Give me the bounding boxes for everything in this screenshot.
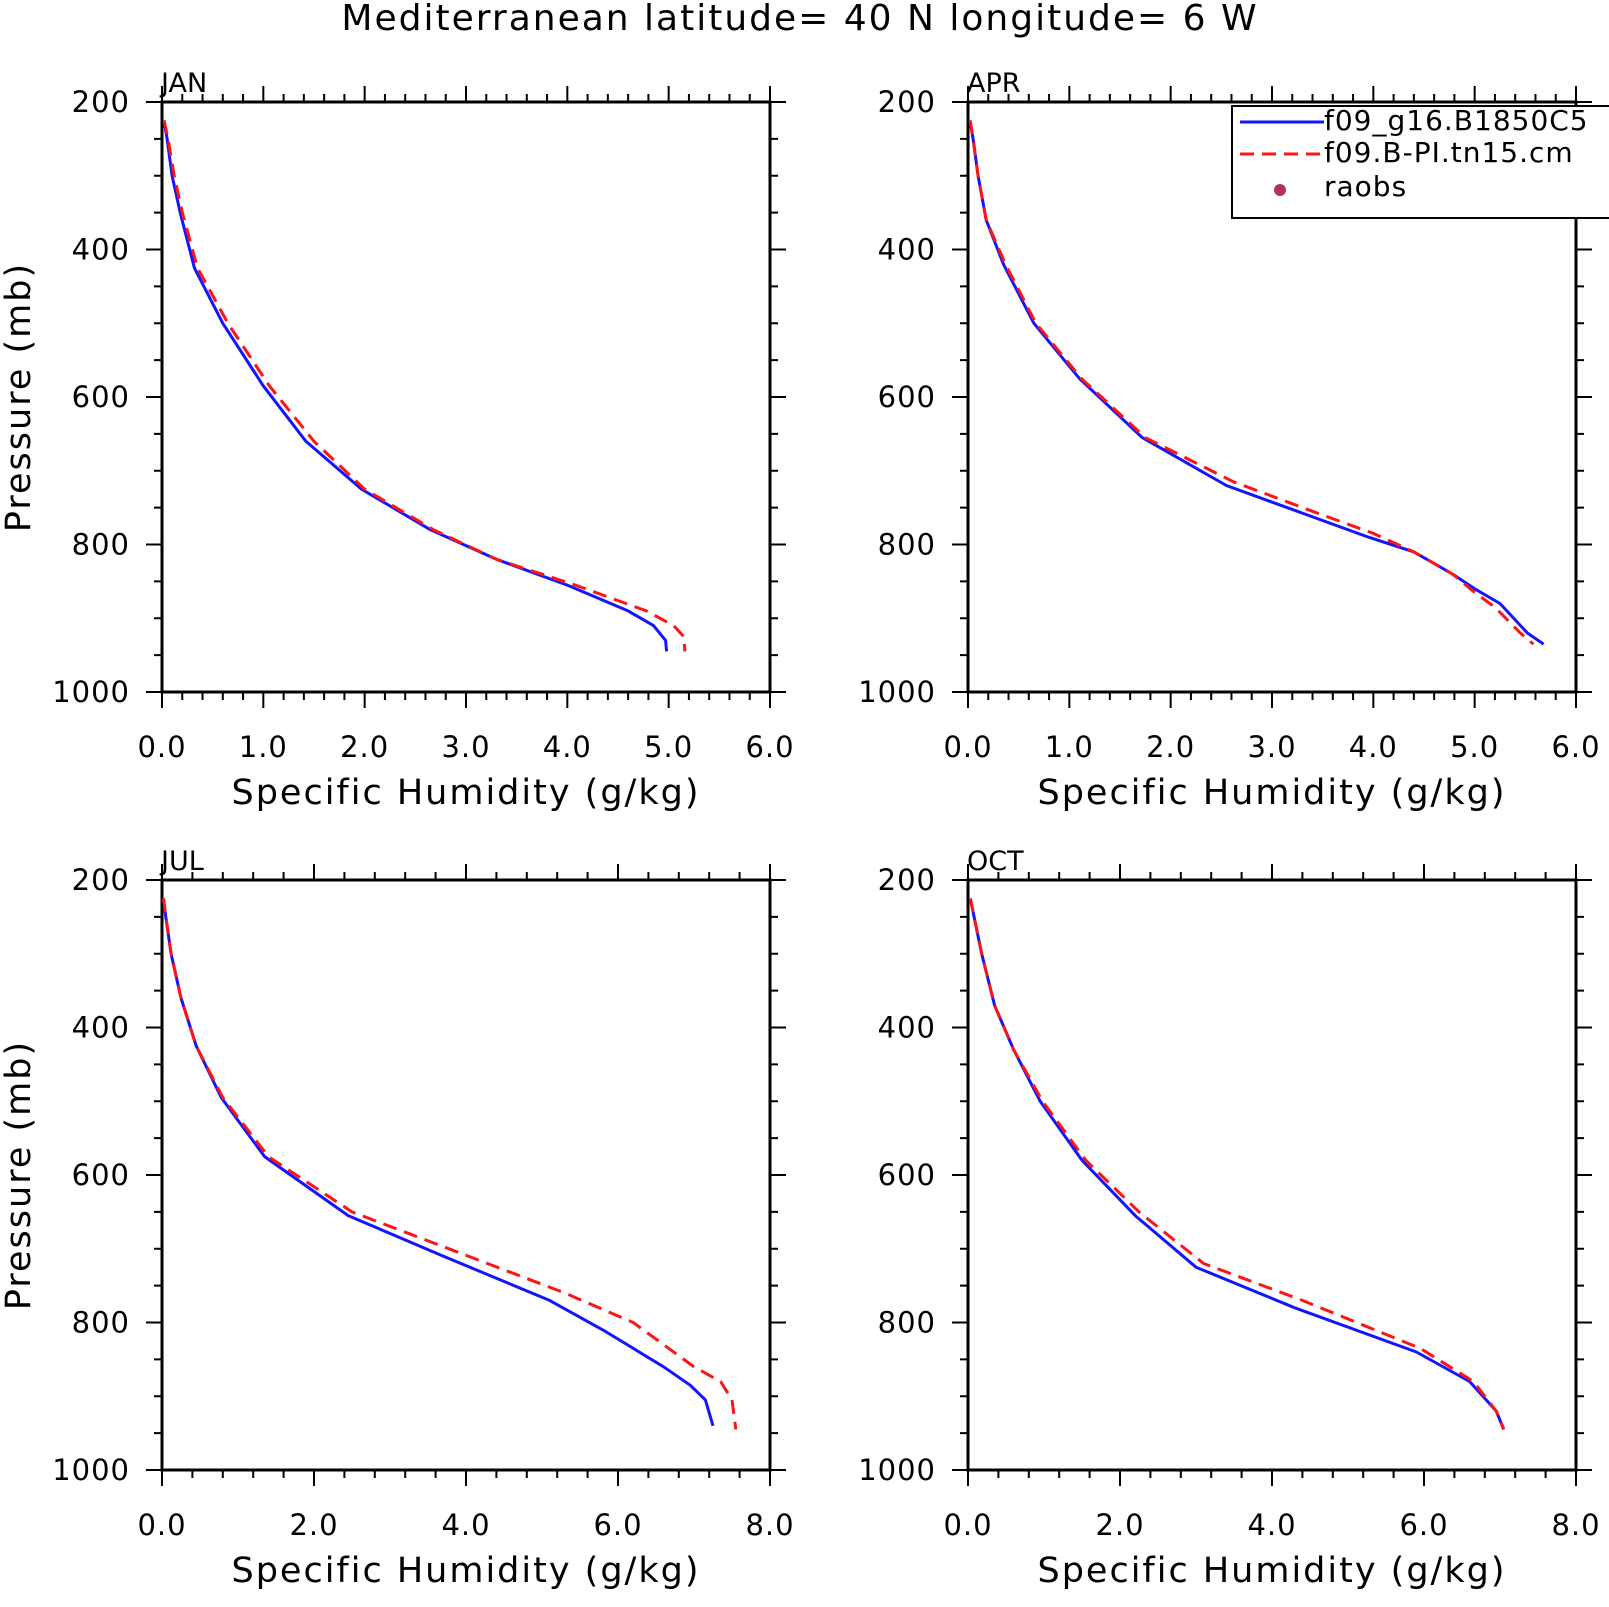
y-tick-label: 200 bbox=[72, 863, 130, 897]
panels-group: JAN 0.0 1.0 2.0 3.0 4.0 5.0 6.0 200 400 600 800 1000… bbox=[0, 68, 1600, 1591]
panel-label: JUL bbox=[159, 846, 204, 877]
x-axis-label: Specific Humidity (g/kg) bbox=[1038, 1551, 1507, 1591]
y-tick-label: 800 bbox=[878, 1306, 936, 1340]
plot-frame bbox=[966, 878, 1578, 1472]
y-tick-label: 800 bbox=[72, 528, 130, 562]
chart-title: Mediterranean latitude= 40 N longitude= … bbox=[341, 0, 1258, 39]
y-tick-label: 600 bbox=[878, 380, 936, 414]
x-tick-label: 1.0 bbox=[1045, 730, 1094, 764]
series-line-b1850c5 bbox=[162, 898, 715, 1427]
series-line-bpi-tn15 bbox=[162, 898, 738, 1430]
x-tick-label: 2.0 bbox=[340, 730, 389, 764]
x-tick-label: 0.0 bbox=[137, 730, 186, 764]
x-tick-label: 5.0 bbox=[644, 730, 693, 764]
x-tick-label: 4.0 bbox=[441, 1508, 490, 1542]
y-tick-label: 800 bbox=[72, 1306, 130, 1340]
panel-label: OCT bbox=[967, 846, 1024, 877]
x-tick-label: 6.0 bbox=[593, 1508, 642, 1542]
y-tick-label: 600 bbox=[72, 380, 130, 414]
y-tick-label: 800 bbox=[878, 528, 936, 562]
x-tick-label: 4.0 bbox=[1247, 1508, 1296, 1542]
y-tick-label: 400 bbox=[878, 1011, 936, 1045]
series-line-bpi-tn15 bbox=[968, 898, 1506, 1430]
y-tick-label: 1000 bbox=[858, 1453, 936, 1487]
panel-label: APR bbox=[967, 68, 1021, 99]
y-tick-label: 1000 bbox=[52, 1453, 130, 1487]
panel-apr: APR 0.0 1.0 2.0 3.0 4.0 5.0 6.0 200 400 600 800 1000… bbox=[858, 68, 1600, 813]
panel-label: JAN bbox=[159, 68, 207, 99]
x-axis-label: Specific Humidity (g/kg) bbox=[232, 1551, 701, 1591]
y-tick-label: 1000 bbox=[858, 675, 936, 709]
x-tick-label: 6.0 bbox=[1551, 730, 1600, 764]
x-tick-label: 1.0 bbox=[239, 730, 288, 764]
y-axis-label: Pressure (mb) bbox=[0, 262, 39, 532]
y-axis-label: Pressure (mb) bbox=[0, 1040, 39, 1310]
y-tick-label: 1000 bbox=[52, 675, 130, 709]
panel-jul: JUL 0.0 2.0 4.0 6.0 8.0 200 400 600 800 1000 Specif… bbox=[0, 846, 794, 1591]
y-tick-label: 400 bbox=[72, 1011, 130, 1045]
x-tick-label: 2.0 bbox=[1095, 1508, 1144, 1542]
plot-frame bbox=[160, 100, 772, 694]
y-tick-label: 600 bbox=[878, 1158, 936, 1192]
x-tick-label: 2.0 bbox=[1146, 730, 1195, 764]
y-tick-label: 200 bbox=[878, 85, 936, 119]
legend-label: f09_g16.B1850C5 bbox=[1324, 104, 1589, 137]
legend-label: raobs bbox=[1324, 170, 1407, 203]
series-line-b1850c5 bbox=[968, 898, 1506, 1430]
x-tick-label: 8.0 bbox=[745, 1508, 794, 1542]
x-tick-label: 0.0 bbox=[943, 730, 992, 764]
x-tick-label: 4.0 bbox=[1349, 730, 1398, 764]
x-tick-label: 5.0 bbox=[1450, 730, 1499, 764]
series-line-bpi-tn15 bbox=[162, 120, 687, 652]
x-tick-label: 4.0 bbox=[543, 730, 592, 764]
panel-jan: JAN 0.0 1.0 2.0 3.0 4.0 5.0 6.0 200 400 600 800 1000… bbox=[0, 68, 794, 813]
legend-box bbox=[1231, 105, 1609, 219]
y-tick-label: 200 bbox=[72, 85, 130, 119]
x-tick-label: 3.0 bbox=[1247, 730, 1296, 764]
x-tick-label: 0.0 bbox=[137, 1508, 186, 1542]
x-tick-label: 6.0 bbox=[745, 730, 794, 764]
x-tick-label: 2.0 bbox=[289, 1508, 338, 1542]
y-tick-label: 600 bbox=[72, 1158, 130, 1192]
legend-label: f09.B-PI.tn15.cm bbox=[1324, 136, 1574, 169]
series-line-bpi-tn15 bbox=[968, 120, 1535, 646]
legend-marker bbox=[1274, 184, 1286, 196]
x-tick-label: 0.0 bbox=[943, 1508, 992, 1542]
series-line-b1850c5 bbox=[968, 120, 1545, 646]
x-axis-label: Specific Humidity (g/kg) bbox=[1038, 773, 1507, 813]
panel-oct: OCT 0.0 2.0 4.0 6.0 8.0 200 400 600 800 1000 Specif… bbox=[858, 846, 1600, 1591]
series-line-b1850c5 bbox=[162, 120, 669, 652]
x-tick-label: 8.0 bbox=[1551, 1508, 1600, 1542]
y-tick-label: 400 bbox=[72, 233, 130, 267]
x-tick-label: 3.0 bbox=[441, 730, 490, 764]
y-tick-label: 400 bbox=[878, 233, 936, 267]
x-axis-label: Specific Humidity (g/kg) bbox=[232, 773, 701, 813]
x-tick-label: 6.0 bbox=[1399, 1508, 1448, 1542]
y-tick-label: 200 bbox=[878, 863, 936, 897]
plot-frame bbox=[160, 878, 772, 1472]
